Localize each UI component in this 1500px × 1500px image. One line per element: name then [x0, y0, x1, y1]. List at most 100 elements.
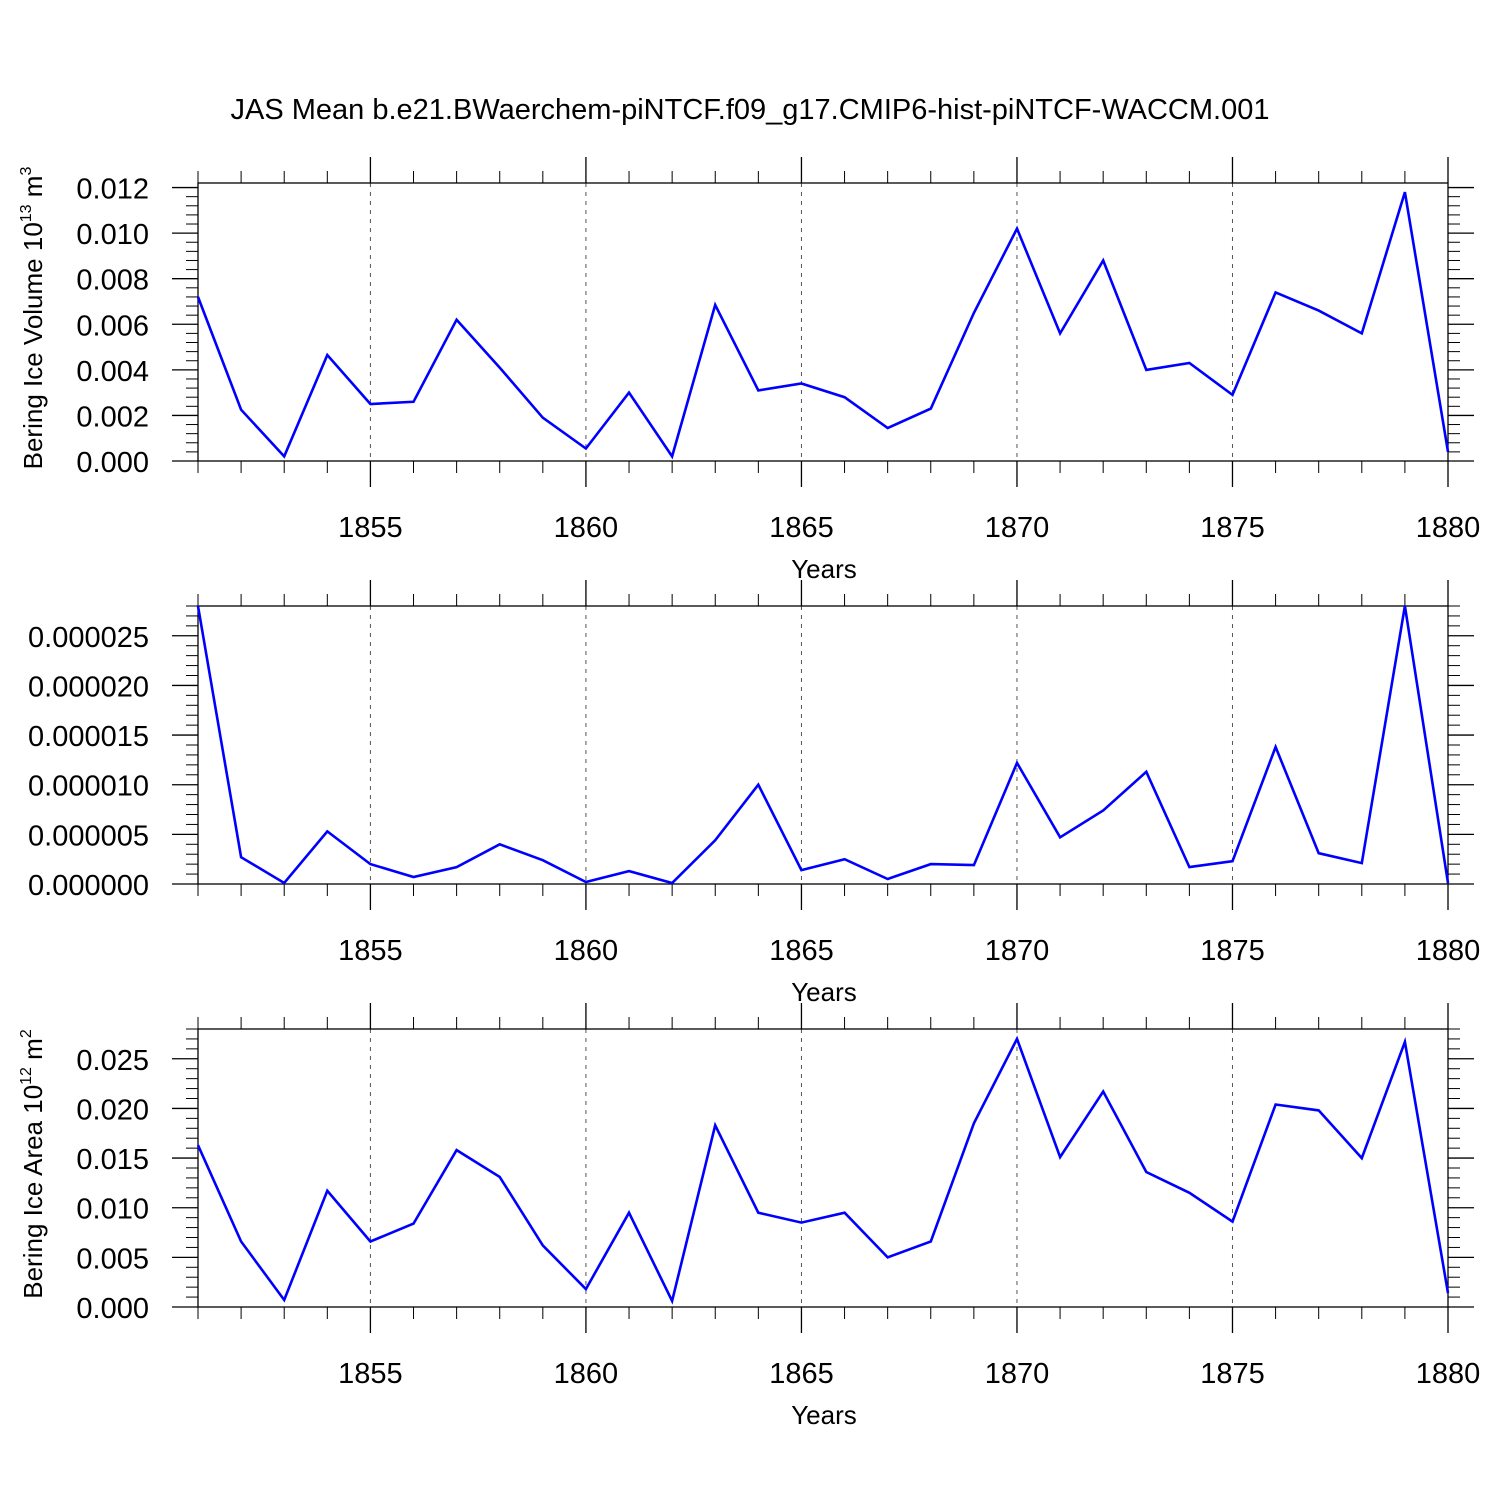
data-point [412, 875, 416, 879]
y-tick-label: 0.006 [76, 310, 149, 342]
data-point [843, 1211, 847, 1215]
data-point [756, 783, 760, 787]
y-axis-label-exponent: 12 [18, 1067, 35, 1085]
data-point [713, 1123, 717, 1127]
data-point [498, 1175, 502, 1179]
data-point [282, 1298, 286, 1302]
data-point [1058, 1155, 1062, 1159]
y-tick-label: 0.000005 [28, 820, 149, 852]
data-point [1144, 1170, 1148, 1174]
y-tick-label: 0.000015 [28, 721, 149, 753]
data-point [455, 1148, 459, 1152]
y-axis-label-text: Bering Ice Volume 10 [18, 222, 48, 469]
data-point [886, 877, 890, 881]
series-line [196, 605, 1450, 885]
chart-panel-middle: 1855 1860 1865 1870 1875 1880 0.000000 0.000005… [28, 580, 1480, 1007]
y-tick-label: 0.025 [76, 1045, 149, 1077]
chart-panel-volume: 1855 1860 1865 1870 1875 1880 0.000 0.002 0.004 0… [18, 157, 1480, 584]
data-point [1360, 331, 1364, 335]
data-point [368, 862, 372, 866]
y-axis-label-exponent: 2 [18, 1029, 35, 1038]
data-point [584, 880, 588, 884]
x-axis-label: Years [791, 554, 857, 584]
data-point [972, 311, 976, 315]
data-point [498, 842, 502, 846]
data-point [929, 862, 933, 866]
data-point [1274, 290, 1278, 294]
data-point [1446, 1291, 1450, 1295]
y-tick-label: 0.000020 [28, 671, 149, 703]
data-point [972, 1121, 976, 1125]
y-axis-label-unit: m [18, 176, 48, 205]
data-point [196, 604, 200, 608]
x-tick-label: 1875 [1200, 1358, 1265, 1390]
data-point [412, 400, 416, 404]
data-point [1317, 1108, 1321, 1112]
data-point [498, 366, 502, 370]
x-tick-label: 1865 [769, 1358, 834, 1390]
data-point [239, 1239, 243, 1243]
data-point [843, 857, 847, 861]
x-tick-label: 1870 [985, 1358, 1050, 1390]
data-point [1274, 745, 1278, 749]
data-point [1058, 331, 1062, 335]
data-point [1360, 861, 1364, 865]
y-tick-label: 0.008 [76, 265, 149, 297]
series-line [196, 191, 1450, 460]
x-tick-label: 1865 [769, 935, 834, 967]
data-point [713, 838, 717, 842]
data-point [282, 881, 286, 885]
x-tick-label: 1880 [1416, 512, 1481, 544]
x-tick-label: 1855 [338, 512, 403, 544]
data-point [282, 454, 286, 458]
data-point [1230, 393, 1234, 397]
x-tick-label: 1880 [1416, 1358, 1481, 1390]
y-tick-label: 0.020 [76, 1094, 149, 1126]
data-point [1144, 368, 1148, 372]
x-tick-label: 1875 [1200, 935, 1265, 967]
data-point [670, 454, 674, 458]
y-tick-label: 0.005 [76, 1243, 149, 1275]
plot-frame [197, 182, 1449, 462]
data-point [455, 865, 459, 869]
y-tick-label: 0.010 [76, 219, 149, 251]
data-point [1274, 1102, 1278, 1106]
data-point [799, 868, 803, 872]
data-point [929, 407, 933, 411]
data-point [325, 829, 329, 833]
data-point [670, 1299, 674, 1303]
data-point [1230, 1220, 1234, 1224]
data-point [1101, 258, 1105, 262]
data-point [1403, 1040, 1407, 1044]
data-point [1187, 865, 1191, 869]
data-point [1015, 227, 1019, 231]
data-point [325, 1189, 329, 1193]
data-point [239, 408, 243, 412]
y-tick-label: 0.000 [76, 1293, 149, 1325]
data-point [196, 295, 200, 299]
y-tick-label: 0.000010 [28, 771, 149, 803]
y-axis-label-exponent: 3 [18, 167, 35, 176]
data-point [713, 303, 717, 307]
data-point [670, 881, 674, 885]
data-point [412, 1222, 416, 1226]
data-point [1230, 859, 1234, 863]
x-axis-label: Years [791, 977, 857, 1007]
x-axis-label: Years [791, 1400, 857, 1430]
data-point [756, 388, 760, 392]
chart-panel-area: 1855 1860 1865 1870 1875 1880 0.000 0.005 0.010 0… [18, 1003, 1480, 1430]
y-axis-label: Bering Ice Area 1012 m2 [18, 1029, 48, 1299]
x-tick-label: 1870 [985, 935, 1050, 967]
data-point [1446, 881, 1450, 885]
data-point [368, 402, 372, 406]
data-point [972, 863, 976, 867]
y-axis-label-exponent: 13 [18, 204, 35, 222]
series-line [196, 1035, 1450, 1305]
y-tick-label: 0.000000 [28, 870, 149, 902]
y-axis-label-unit: m [18, 1038, 48, 1067]
data-point [799, 1221, 803, 1225]
data-point [325, 353, 329, 357]
y-axis-label-text: Bering Ice Area 10 [18, 1085, 48, 1299]
y-tick-label: 0.002 [76, 401, 149, 433]
